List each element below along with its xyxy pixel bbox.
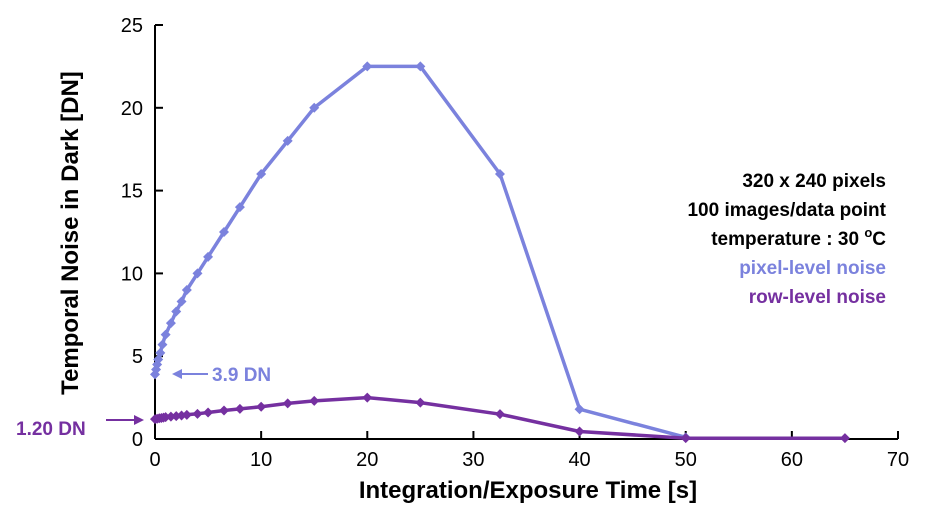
pixel-level-noise-point [160,329,171,340]
ticks: 0 5 10 15 20 25 0 10 20 30 40 50 60 70 [121,15,909,471]
temperature-label: temperature : 30 [711,229,859,250]
pixel-level-noise-point [309,102,320,113]
x-tick-label: 60 [781,449,803,471]
y-tick-label: 5 [132,346,143,368]
x-tick-label: 20 [356,449,378,471]
x-tick-label: 70 [887,449,909,471]
legend-pixel-level-noise: pixel-level noise [739,258,886,279]
row-level-noise-point [282,398,293,409]
pixel-level-noise-point [176,296,187,307]
info-box: 320 x 240 pixels 100 images/data point t… [687,171,886,308]
degree-sign: o [864,225,872,240]
y-tick-label: 15 [121,181,143,203]
pixel-callout-arrowhead [172,369,182,379]
pixel-level-noise-point [282,135,293,146]
pixel-level-noise-point [181,284,192,295]
info-line-images: 100 images/data point [687,200,886,221]
row-level-noise-point [192,408,203,419]
legend-row-level-noise: row-level noise [749,287,886,308]
y-tick-label: 20 [121,98,143,120]
y-tick-label: 10 [121,263,143,285]
row-level-noise-point [234,403,245,414]
pixel-level-noise-point [574,404,585,415]
pixel-level-noise-point [415,61,426,72]
pixel-level-noise-point [218,227,229,237]
y-axis-title: Temporal Noise in Dark [DN] [57,71,84,395]
pixel-level-noise-point [256,169,267,180]
row-level-noise-point [256,401,267,412]
row-level-noise-point [415,397,426,408]
pixel-level-noise-point [192,268,203,279]
info-line-pixels: 320 x 240 pixels [742,171,886,192]
pixel-callout: 3.9 DN [172,365,271,386]
pixel-level-noise-point [203,251,214,262]
row-level-noise-point [309,395,320,406]
pixel-level-noise-point [165,318,176,329]
y-tick-label: 0 [132,429,143,451]
row-level-noise-point [494,409,505,420]
series-group [150,61,850,444]
pixel-callout-label: 3.9 DN [212,365,271,386]
x-tick-label: 50 [675,449,697,471]
row-callout-arrowhead [134,415,144,425]
row-level-noise-point [574,426,585,437]
row-level-noise-point [218,405,229,416]
pixel-level-noise-point [362,61,373,72]
pixel-level-noise-point [157,339,168,350]
y-tick-label: 25 [121,15,143,37]
info-line-temperature: temperature : 30 oC [711,225,886,250]
row-level-noise-point [362,392,373,403]
x-tick-label: 30 [462,449,484,471]
x-tick-label: 10 [250,449,272,471]
pixel-level-noise-point [171,306,182,317]
pixel-level-noise-point [155,347,166,358]
row-callout-label: 1.20 DN [16,419,86,440]
x-tick-label: 0 [149,449,160,471]
temperature-unit: C [872,229,886,250]
row-level-noise-point [203,407,214,418]
x-tick-label: 40 [568,449,590,471]
row-level-noise-point [680,433,691,444]
row-callout: 1.20 DN [16,415,144,440]
pixel-level-noise-point [494,169,505,180]
row-level-noise-point [839,433,850,444]
row-level-noise-point [181,409,192,420]
pixel-level-noise-point [234,202,245,213]
x-axis-title: Integration/Exposure Time [s] [359,477,697,504]
